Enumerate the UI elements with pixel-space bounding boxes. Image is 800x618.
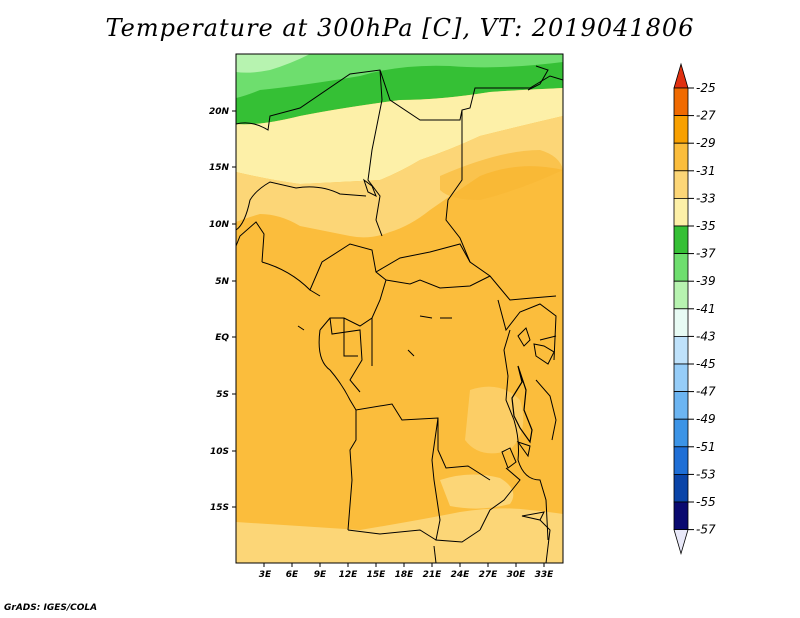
field-patch-east [465, 386, 524, 454]
field-band-41 [236, 54, 310, 73]
colorbar-swatch [673, 363, 689, 393]
colorbar-label: -27 [696, 109, 716, 123]
colorbar-label: -29 [696, 136, 716, 150]
lon-label: 6E [286, 570, 299, 580]
field-band-39 [236, 54, 563, 98]
colorbar-label: -57 [696, 523, 716, 537]
colorbar-label: -55 [696, 495, 716, 509]
lon-label: 3E [259, 570, 272, 580]
field-band-33 [236, 116, 563, 238]
footer-credit: GrADS: IGES/COLA [4, 603, 98, 613]
map-frame [235, 53, 564, 564]
colorbar-label: -41 [696, 302, 716, 316]
colorbar-label: -53 [696, 467, 716, 481]
lon-label: 33E [535, 570, 555, 580]
colorbar-label: -39 [696, 274, 716, 288]
colorbar-label: -35 [696, 219, 716, 233]
colorbar-swatch [673, 308, 689, 337]
chart-title: Temperature at 300hPa [C], VT: 201904180… [105, 14, 695, 42]
lat-label: EQ [215, 333, 229, 343]
lat-axis: 20N 15N 10N 5N EQ 5S 10S 15S [209, 107, 236, 513]
lat-label: 10S [210, 447, 229, 457]
colorbar-swatch [673, 446, 689, 475]
colorbar-bottom-arrow [673, 529, 689, 556]
colorbar-label: -49 [696, 412, 716, 426]
lon-axis: 3E 6E 9E 12E 15E 18E 21E 24E 27E 30E 33E [259, 563, 554, 580]
colorbar-swatch [673, 391, 689, 420]
colorbar-label: -43 [696, 329, 716, 343]
colorbar-swatch [673, 197, 689, 227]
colorbar-swatch [673, 253, 689, 282]
field-band-35 [236, 88, 563, 184]
field-patch-ne [440, 150, 563, 200]
lat-label: 5S [216, 390, 229, 400]
field-band-33-south [236, 508, 563, 563]
colorbar-swatch [673, 335, 689, 365]
colorbar-swatch [673, 142, 689, 172]
temperature-field [236, 54, 563, 563]
colorbar-label: -51 [696, 440, 716, 454]
lat-label: 15S [210, 503, 229, 513]
colorbar-label: -45 [696, 357, 716, 371]
lat-label: 20N [209, 107, 230, 117]
colorbar-label: -25 [696, 81, 716, 95]
lon-label: 15E [367, 570, 387, 580]
lat-label: 10N [209, 220, 230, 230]
colorbar: -25 -27 -29 -31 -33 -35 -37 -39 -41 -43 -45 -47 -49 -… [673, 62, 716, 556]
colorbar-swatch [673, 418, 689, 448]
lon-label: 30E [507, 570, 527, 580]
lon-label: 18E [395, 570, 415, 580]
lon-label: 24E [451, 570, 471, 580]
colorbar-swatch [673, 115, 689, 144]
colorbar-label: -37 [696, 247, 716, 261]
lat-label: 15N [209, 163, 230, 173]
colorbar-swatch [673, 170, 689, 199]
colorbar-swatch [673, 280, 689, 310]
lon-label: 21E [423, 570, 443, 580]
field-band-33-sw [440, 474, 514, 509]
lon-label: 12E [339, 570, 359, 580]
lat-label: 5N [215, 277, 229, 287]
colorbar-swatch [673, 501, 689, 531]
colorbar-swatch [673, 473, 689, 503]
colorbar-swatch [673, 225, 689, 255]
lon-label: 27E [479, 570, 499, 580]
colorbar-label: -31 [696, 164, 716, 178]
coastlines-boundaries [235, 65, 564, 564]
colorbar-label: -47 [696, 385, 716, 399]
colorbar-top-arrow [673, 62, 689, 89]
lon-label: 9E [314, 570, 327, 580]
colorbar-swatch [673, 87, 689, 117]
colorbar-label: -33 [696, 191, 716, 205]
